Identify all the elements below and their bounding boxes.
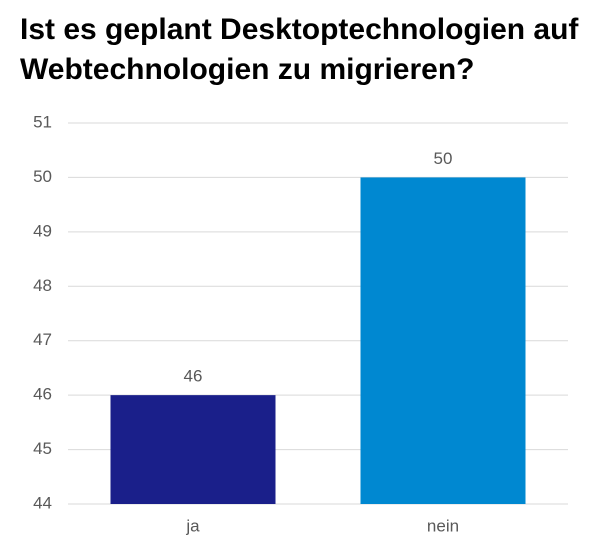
y-tick-label: 47 — [33, 330, 52, 349]
value-label: 50 — [434, 149, 453, 168]
y-tick-label: 44 — [33, 493, 52, 512]
y-tick-label: 48 — [33, 276, 52, 295]
chart-title: Ist es geplant Desktoptechnologien auf W… — [20, 13, 579, 86]
y-tick-label: 51 — [33, 112, 52, 131]
x-tick-label: ja — [185, 516, 200, 535]
y-tick-label: 45 — [33, 439, 52, 458]
y-tick-label: 49 — [33, 221, 52, 240]
value-label: 46 — [184, 367, 203, 386]
bar — [360, 177, 526, 504]
y-tick-label: 50 — [33, 167, 52, 186]
x-tick-label: nein — [427, 516, 459, 535]
bar — [110, 395, 276, 504]
y-tick-label: 46 — [33, 385, 52, 404]
